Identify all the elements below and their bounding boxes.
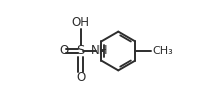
Text: CH₃: CH₃ [152, 46, 173, 56]
Text: NH: NH [91, 44, 109, 58]
Text: O: O [59, 44, 68, 58]
Text: S: S [76, 44, 85, 58]
Text: O: O [76, 71, 85, 84]
Text: OH: OH [71, 16, 89, 29]
